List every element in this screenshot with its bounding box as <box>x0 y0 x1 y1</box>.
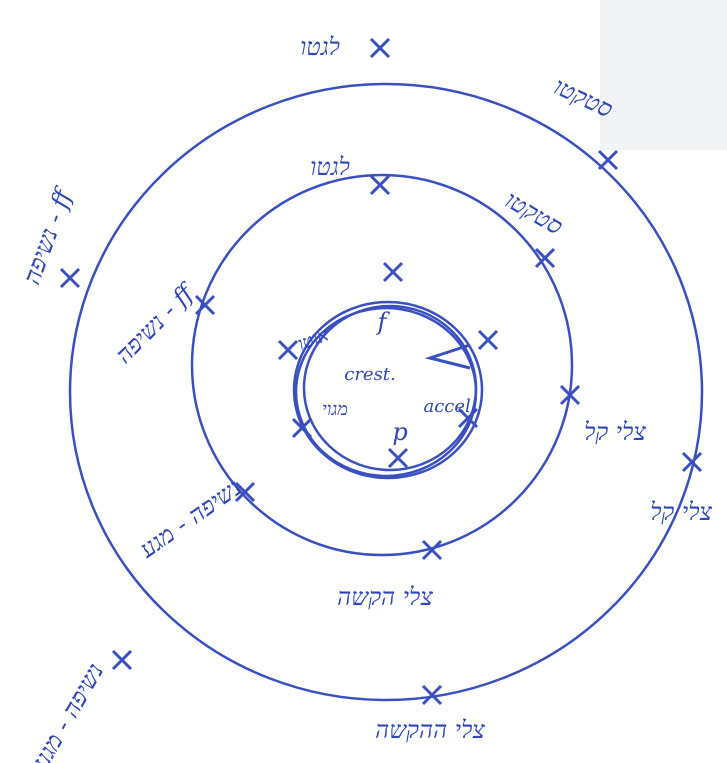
middle-label: צלי קל <box>584 418 646 446</box>
middle-label: לגטו <box>310 153 350 181</box>
center-label: מגוי <box>322 399 348 420</box>
center-label: crest. <box>344 364 396 385</box>
outer-label: צלי ההקשה <box>375 716 485 744</box>
outer-label: לגטו <box>300 33 340 61</box>
center-label: accel. <box>423 396 476 417</box>
diagram: לגטו סטקטו נשיפה - ff צלי קל נשיפה - מגע… <box>0 0 727 763</box>
outer-label: צלי קל <box>650 498 712 526</box>
center-label: p <box>392 418 407 446</box>
paper-edge <box>600 0 727 150</box>
middle-label: צלי הקשה <box>337 583 433 611</box>
